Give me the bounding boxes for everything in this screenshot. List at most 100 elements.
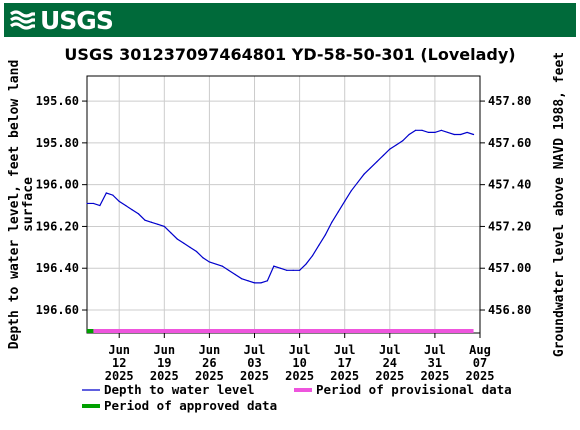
data-point	[408, 133, 410, 136]
right-tick-label: 456.80	[488, 303, 531, 317]
data-point	[157, 223, 159, 225]
left-tick-label: 196.20	[36, 219, 79, 233]
data-point	[176, 238, 178, 240]
y-axis-label-right: Groundwater level above NAVD 1988, feet	[552, 52, 567, 357]
plot-frame	[86, 75, 481, 334]
right-tick-label: 457.00	[488, 261, 531, 275]
left-axis: 195.60 195.80 196.00 196.20 196.40 196.60	[36, 94, 87, 317]
x-tick-year: 2025	[420, 369, 449, 383]
data-point	[208, 261, 211, 263]
data-point	[86, 202, 88, 205]
x-tick-year: 2025	[195, 369, 224, 383]
data-point	[466, 131, 468, 134]
x-tick-month: Jun	[108, 343, 130, 357]
data-point	[402, 140, 404, 142]
data-point	[382, 154, 384, 156]
data-point	[292, 269, 294, 271]
usgs-logo-text: USGS	[40, 5, 114, 35]
x-tick-day: 31	[428, 356, 442, 370]
left-tick-label: 195.80	[36, 136, 79, 150]
data-point	[170, 232, 172, 234]
data-point	[215, 263, 217, 265]
series-layer	[86, 129, 475, 284]
x-tick-month: Jul	[379, 343, 401, 357]
right-tick-label: 457.40	[488, 178, 531, 192]
data-point	[324, 234, 326, 236]
right-axis: 457.80 457.60 457.40 457.20 457.00 456.80	[480, 94, 531, 317]
data-point	[150, 221, 153, 223]
left-tick-label: 196.60	[36, 303, 79, 317]
series-line-depth	[87, 129, 474, 284]
data-point	[453, 133, 455, 136]
x-tick-month: Jul	[424, 343, 446, 357]
usgs-logo[interactable]: USGS	[10, 5, 114, 35]
data-point	[376, 161, 378, 163]
x-tick-month: Jul	[334, 343, 356, 357]
x-axis: Jun122025Jun192025Jun262025Jul032025Jul1…	[105, 333, 495, 383]
data-point	[105, 192, 107, 194]
x-tick-year: 2025	[105, 369, 134, 383]
data-point	[273, 265, 275, 267]
data-point	[131, 209, 133, 211]
left-tick-label: 196.40	[36, 261, 79, 275]
data-point	[99, 204, 101, 207]
left-tick-label: 196.00	[36, 178, 79, 192]
data-point	[253, 282, 256, 284]
data-point	[369, 167, 372, 169]
data-point	[414, 129, 417, 131]
data-point	[434, 131, 436, 134]
legend-label: Period of approved data	[104, 398, 277, 413]
data-point	[202, 257, 204, 259]
period-bar	[93, 329, 474, 333]
data-point	[299, 269, 301, 271]
usgs-wave-icon	[10, 10, 35, 30]
x-tick-year: 2025	[150, 369, 179, 383]
data-point	[221, 265, 223, 267]
data-point	[144, 219, 146, 221]
data-point	[286, 269, 288, 271]
right-tick-label: 457.60	[488, 136, 531, 150]
x-tick-day: 12	[112, 356, 126, 370]
x-tick-day: 24	[383, 356, 397, 370]
x-tick-year: 2025	[285, 369, 314, 383]
data-point	[183, 242, 185, 244]
x-tick-year: 2025	[375, 369, 404, 383]
data-point	[472, 133, 475, 136]
legend-label: Period of provisional data	[316, 382, 512, 397]
data-point	[92, 202, 95, 205]
data-point	[125, 204, 127, 207]
data-point	[331, 221, 333, 223]
data-point	[337, 211, 339, 213]
data-point	[395, 144, 397, 146]
x-tick-year: 2025	[466, 369, 495, 383]
data-point	[260, 282, 262, 284]
x-tick-year: 2025	[240, 369, 269, 383]
data-point	[228, 269, 230, 271]
x-tick-month: Jul	[289, 343, 311, 357]
data-point	[266, 280, 268, 282]
data-point	[447, 131, 449, 134]
legend-swatch-bar	[294, 388, 312, 392]
chart-title: USGS 301237097464801 YD-58-50-301 (Lovel…	[64, 45, 515, 64]
x-tick-year: 2025	[330, 369, 359, 383]
data-point	[118, 200, 120, 202]
usgs-header-banner: USGS	[4, 3, 576, 37]
x-tick-day: 19	[157, 356, 171, 370]
data-point	[189, 246, 191, 248]
data-point	[137, 213, 140, 215]
period-bar	[87, 329, 94, 333]
data-point	[389, 148, 391, 150]
data-point	[350, 190, 352, 192]
data-point	[318, 244, 320, 246]
data-point	[112, 194, 114, 196]
chart-legend: Depth to water level Period of provisiona…	[82, 382, 512, 413]
left-tick-label: 195.60	[36, 94, 79, 108]
right-tick-label: 457.20	[488, 219, 531, 233]
data-point	[421, 129, 423, 131]
x-tick-day: 10	[292, 356, 306, 370]
x-tick-day: 03	[247, 356, 261, 370]
data-point	[440, 129, 442, 131]
data-point	[356, 181, 359, 184]
y-axis-label-left: Depth to water level, feet below landsur…	[7, 60, 36, 350]
